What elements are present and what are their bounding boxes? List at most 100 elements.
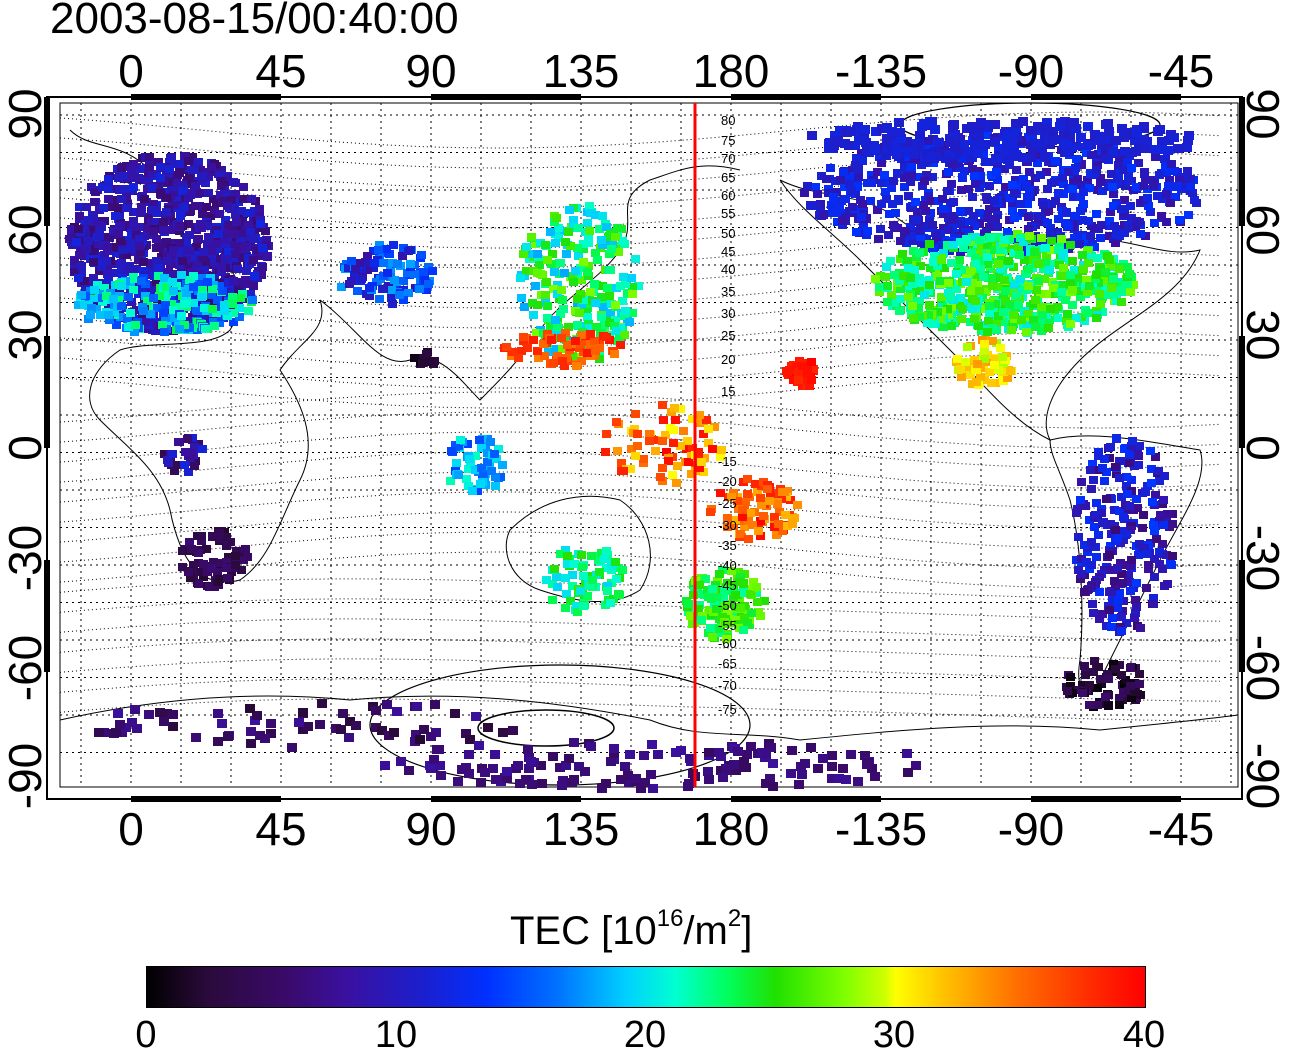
tec-pixel — [523, 745, 533, 754]
tec-pixel — [1053, 314, 1062, 322]
tec-pixel — [615, 591, 624, 599]
tec-pixel — [577, 331, 586, 339]
tec-pixel — [227, 196, 236, 204]
tec-pixel — [162, 238, 171, 246]
tec-pixel — [178, 257, 187, 265]
tec-pixel — [782, 493, 791, 501]
tec-pixel — [517, 347, 526, 355]
tec-pixel — [952, 270, 961, 278]
tec-pixel — [1117, 298, 1126, 306]
tec-pixel — [752, 589, 761, 597]
tec-pixel — [198, 274, 207, 282]
tec-pixel — [576, 587, 585, 595]
tec-pixel — [688, 444, 697, 452]
tec-pixel — [72, 238, 81, 246]
colorbar-title: TEC [1016/m2] — [510, 905, 753, 953]
tec-pixel — [1012, 140, 1021, 148]
tec-pixel — [1079, 265, 1088, 273]
tec-pixel — [904, 192, 913, 200]
contour-label: -40 — [718, 558, 737, 573]
tec-pixel — [985, 223, 994, 231]
tec-pixel — [1132, 183, 1141, 191]
tec-pixel — [884, 231, 893, 239]
tec-pixel — [137, 277, 146, 285]
tec-pixel — [1139, 182, 1148, 190]
tec-pixel — [694, 448, 703, 456]
tec-pixel — [738, 506, 747, 514]
tec-pixel — [184, 220, 193, 228]
tec-pixel — [985, 302, 994, 310]
tec-pixel — [605, 319, 614, 327]
tec-pixel — [595, 355, 604, 363]
tec-pixel — [156, 174, 165, 182]
tec-pixel — [968, 217, 977, 225]
tec-pixel — [1114, 172, 1123, 180]
tec-pixel — [169, 306, 178, 314]
tec-pixel — [100, 217, 109, 225]
tec-pixel — [87, 304, 96, 312]
tec-pixel — [1162, 168, 1171, 176]
tec-pixel — [144, 710, 154, 719]
tec-pixel — [166, 226, 175, 234]
top-lon-tick: 180 — [692, 45, 770, 97]
tec-pixel — [1092, 553, 1101, 561]
tec-pixel — [973, 360, 982, 368]
tec-pixel — [1020, 256, 1029, 264]
tec-pixel — [712, 605, 721, 613]
tec-pixel — [605, 292, 614, 300]
tec-pixel — [933, 308, 942, 316]
tec-pixel — [130, 328, 139, 336]
tec-pixel — [883, 282, 892, 290]
tec-pixel — [224, 221, 233, 229]
tec-pixel — [1097, 221, 1106, 229]
tec-pixel — [1040, 275, 1049, 283]
tec-pixel — [1068, 124, 1078, 133]
tec-pixel — [1115, 232, 1124, 240]
tec-pixel — [639, 455, 648, 463]
tec-pixel — [718, 613, 727, 621]
tec-pixel — [594, 556, 603, 564]
tec-pixel — [781, 511, 790, 519]
tec-pixel — [568, 272, 577, 280]
tec-pixel — [900, 183, 909, 191]
tec-pixel — [987, 171, 996, 179]
tec-pixel — [1016, 275, 1025, 283]
tec-pixel — [1117, 570, 1126, 578]
tec-pixel — [895, 128, 905, 137]
tec-pixel — [529, 336, 538, 344]
tec-pixel — [957, 186, 966, 194]
tec-pixel — [117, 259, 126, 267]
tec-pixel — [979, 150, 988, 158]
tec-pixel — [981, 158, 990, 166]
tec-pixel — [122, 251, 131, 259]
tec-pixel — [541, 241, 550, 249]
tec-pixel — [222, 533, 231, 541]
tec-pixel — [912, 216, 921, 224]
tec-pixel — [894, 195, 903, 203]
tec-pixel — [1096, 178, 1105, 186]
tec-pixel — [930, 252, 939, 260]
tec-pixel — [154, 158, 163, 166]
tec-pixel — [1086, 169, 1095, 177]
tec-pixel — [561, 546, 570, 554]
tec-pixel — [1019, 238, 1028, 246]
tec-pixel — [906, 274, 915, 282]
tec-pixel — [122, 192, 131, 200]
tec-pixel — [117, 266, 126, 274]
tec-pixel — [193, 307, 202, 315]
tec-pixel — [479, 470, 488, 478]
tec-pixel — [93, 281, 102, 289]
tec-pixel — [121, 723, 131, 732]
tec-pixel — [245, 704, 255, 713]
tec-pixel — [231, 179, 240, 187]
magnetic-contour-line — [59, 678, 1221, 702]
tec-pixel — [925, 301, 934, 309]
tec-pixel — [827, 751, 837, 760]
tec-pixel — [471, 466, 480, 474]
tec-pixel — [1125, 502, 1134, 510]
tec-pixel — [187, 449, 196, 457]
tec-pixel — [610, 350, 619, 358]
tec-pixel — [1038, 311, 1047, 319]
tec-pixel — [933, 272, 942, 280]
tec-pixel — [1111, 463, 1120, 471]
